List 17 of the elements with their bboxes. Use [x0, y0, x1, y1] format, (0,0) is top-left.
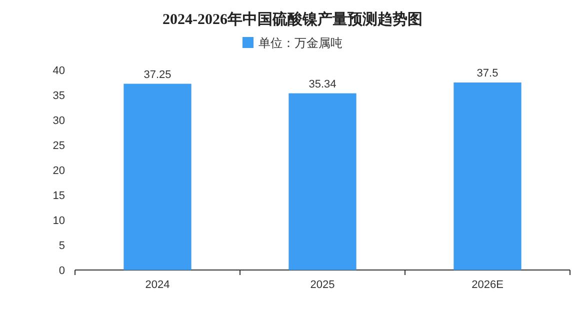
ytick: 20 [52, 165, 65, 177]
ytick: 10 [52, 215, 65, 227]
legend-text: 单位：万金属吨 [258, 36, 342, 50]
ytick: 40 [52, 65, 65, 77]
ytick: 35 [52, 90, 65, 102]
ytick: 5 [58, 240, 65, 252]
data-label: 37.25 [144, 68, 172, 81]
ytick: 30 [52, 115, 65, 127]
xtick: 2024 [145, 279, 170, 291]
ytick: 0 [58, 265, 65, 277]
title: 2024-2026年中国硫酸镍产量预测趋势图 [162, 12, 422, 28]
xtick: 2026E [472, 279, 504, 291]
xtick: 2025 [310, 279, 335, 291]
data-label: 35.34 [308, 78, 336, 90]
data-label: 37.5 [476, 68, 498, 80]
ytick: 25 [52, 140, 65, 152]
ytick: 15 [52, 190, 65, 202]
